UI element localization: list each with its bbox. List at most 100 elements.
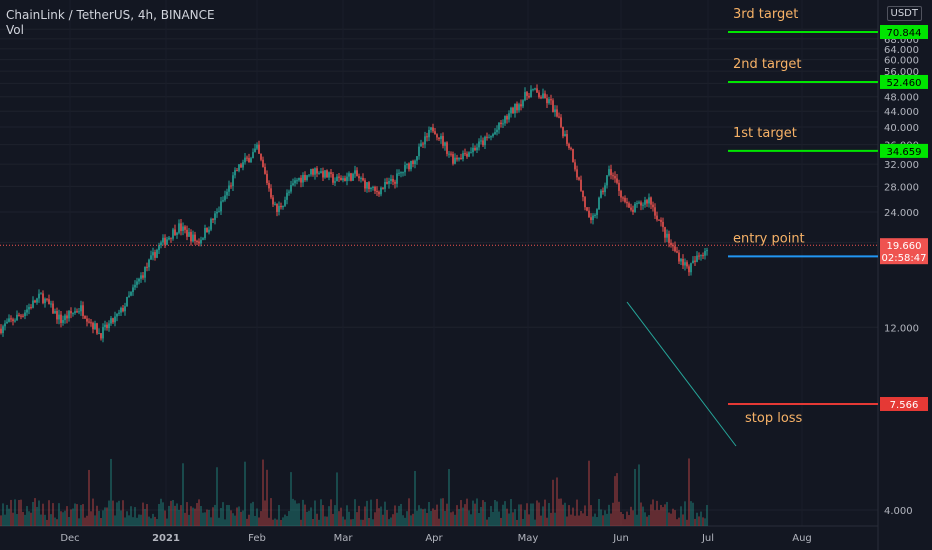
volume-bar (616, 473, 618, 526)
trendline (626, 301, 737, 447)
volume-bar (292, 498, 294, 526)
candle-body (662, 221, 664, 228)
volume-bar (608, 504, 610, 526)
candle-body (642, 204, 644, 206)
candle-body (112, 318, 114, 323)
volume-bar (38, 500, 40, 526)
candle-body (586, 207, 588, 211)
volume-bar (352, 519, 354, 526)
candle-body (376, 190, 378, 192)
candle-body (472, 147, 474, 153)
volume-bar (618, 501, 620, 526)
volume-bar (506, 508, 508, 526)
volume-bar (0, 515, 2, 526)
volume-bar (382, 514, 384, 526)
volume-bar (116, 502, 118, 526)
candle-body (340, 177, 342, 181)
candle-body (180, 223, 182, 231)
volume-bar (524, 510, 526, 526)
currency-badge[interactable]: USDT (886, 6, 922, 21)
y-tick-label: 24.000 (884, 208, 919, 219)
candle-body (332, 173, 334, 183)
candle-body (638, 202, 640, 204)
volume-bar (350, 519, 352, 526)
volume-bar (508, 513, 510, 526)
volume-bar (362, 519, 364, 526)
candle-body (664, 227, 666, 238)
volume-bar (656, 500, 658, 526)
candle-body (190, 232, 192, 242)
volume-bar (332, 513, 334, 526)
volume-bar (472, 500, 474, 526)
volume-bar (674, 510, 676, 526)
target-price-label: 70.844 (887, 28, 922, 39)
candle-body (40, 293, 42, 295)
volume-bar (312, 519, 314, 526)
candle-body (552, 100, 554, 113)
volume-bar (80, 505, 82, 526)
volume-bar (696, 512, 698, 526)
volume-bar (440, 498, 442, 526)
candle-body (698, 255, 700, 257)
candle-body (198, 241, 200, 244)
candle-body (382, 187, 384, 189)
volume-bar (170, 500, 172, 526)
candle-body (670, 242, 672, 246)
volume-bar (672, 508, 674, 526)
candle-body (288, 191, 290, 193)
candle-body (196, 240, 198, 242)
candle-body (220, 201, 222, 212)
candle-body (170, 237, 172, 239)
candle-body (138, 278, 140, 282)
volume-bar (252, 501, 254, 526)
volume-bar (184, 512, 186, 526)
volume-bar (546, 517, 548, 526)
volume-bar (272, 519, 274, 526)
candle-body (142, 275, 144, 278)
volume-bar (220, 507, 222, 526)
volume-bar (6, 504, 8, 526)
volume-bar (482, 500, 484, 526)
volume-bar (388, 519, 390, 526)
volume-bar (126, 511, 128, 526)
volume-bar (496, 501, 498, 526)
volume-bar (452, 511, 454, 526)
volume-bar (700, 511, 702, 526)
candle-body (78, 311, 80, 313)
candle-body (388, 180, 390, 184)
candle-body (300, 177, 302, 183)
candle-body (654, 207, 656, 216)
volume-bar (692, 502, 694, 526)
candle-body (442, 136, 444, 146)
candle-body (684, 262, 686, 266)
candle-body (510, 107, 512, 114)
candle-body (276, 203, 278, 212)
candle-body (62, 320, 64, 323)
volume-bar (148, 516, 150, 526)
candle-body (114, 316, 116, 323)
volume-bar (150, 518, 152, 526)
volume-bar (466, 498, 468, 526)
volume-bar (416, 510, 418, 526)
candle-body (178, 223, 180, 233)
candle-body (680, 258, 682, 262)
candle-body (266, 173, 268, 184)
candle-body (596, 209, 598, 215)
candle-body (352, 173, 354, 181)
candle-body (34, 300, 36, 303)
volume-bar (168, 505, 170, 526)
candle-body (98, 333, 100, 335)
volume-bar (254, 516, 256, 526)
volume-bar (370, 499, 372, 526)
candle-body (606, 175, 608, 186)
volume-bar (572, 507, 574, 526)
volume-bar (366, 500, 368, 526)
candle-body (618, 182, 620, 191)
volume-bar (500, 517, 502, 526)
volume-bar (22, 511, 24, 526)
candle-body (422, 143, 424, 145)
volume-bar (526, 503, 528, 526)
candle-body (448, 153, 450, 155)
candle-body (380, 187, 382, 195)
